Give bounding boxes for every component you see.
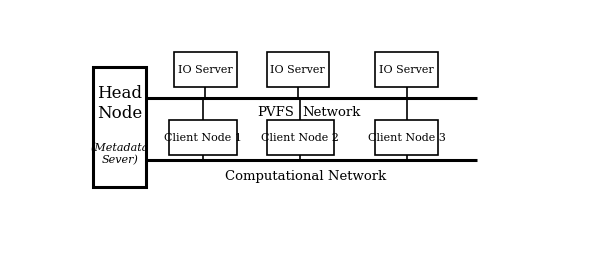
FancyBboxPatch shape <box>267 120 334 155</box>
Text: Computational Network: Computational Network <box>225 170 387 183</box>
Text: Client Node 2: Client Node 2 <box>261 133 339 143</box>
FancyBboxPatch shape <box>267 52 329 87</box>
FancyBboxPatch shape <box>93 67 146 187</box>
FancyBboxPatch shape <box>174 52 236 87</box>
FancyBboxPatch shape <box>376 52 438 87</box>
FancyBboxPatch shape <box>376 120 438 155</box>
Text: (Metadata
Sever): (Metadata Sever) <box>91 142 149 165</box>
Text: IO Server: IO Server <box>178 65 233 75</box>
Text: Client Node 1: Client Node 1 <box>164 133 242 143</box>
FancyBboxPatch shape <box>170 120 236 155</box>
Text: IO Server: IO Server <box>379 65 434 75</box>
Text: Client Node 3: Client Node 3 <box>368 133 445 143</box>
Text: Network: Network <box>302 106 361 119</box>
Text: Head
Node: Head Node <box>97 85 142 122</box>
Text: PVFS: PVFS <box>257 106 294 119</box>
Text: IO Server: IO Server <box>270 65 325 75</box>
